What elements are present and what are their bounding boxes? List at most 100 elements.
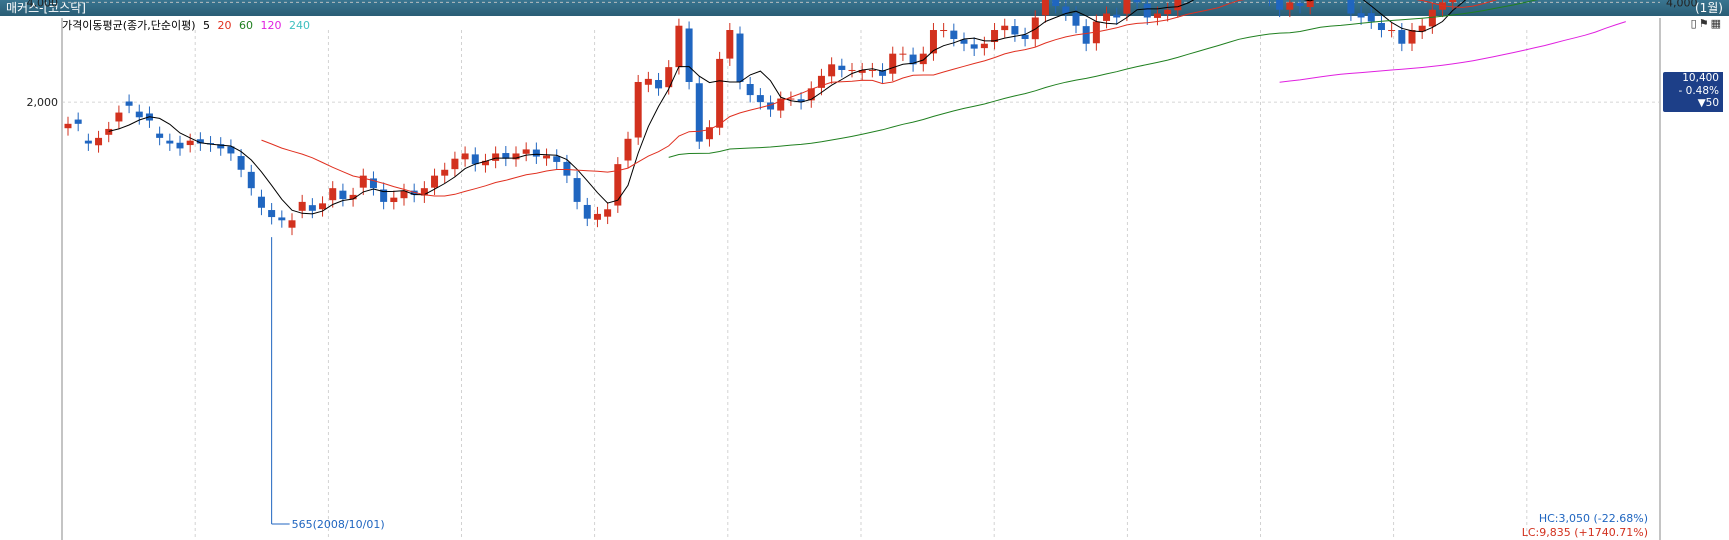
candle-body	[573, 178, 581, 202]
candle-body	[329, 188, 337, 201]
candle-body	[349, 194, 357, 200]
candle-body	[1398, 30, 1406, 44]
candle-body	[400, 190, 408, 199]
candle-body	[1001, 25, 1009, 31]
ma60-line	[668, 0, 1539, 158]
candle-body	[288, 220, 296, 228]
candle-body	[909, 54, 917, 65]
candle-body	[980, 43, 988, 49]
ma5-line	[108, 0, 1467, 215]
candle-body	[451, 158, 459, 170]
period-label: (1월)	[1694, 1, 1723, 15]
candle-body	[115, 112, 123, 122]
candle-body	[1123, 0, 1131, 14]
candle-body	[655, 79, 663, 89]
candle-body	[1143, 3, 1151, 18]
legend-ma120: 120	[260, 19, 282, 32]
indicator-legend[interactable]: 가격이동평균(종가,단순이평) 5 20 60 120 240	[62, 17, 314, 33]
candle-body	[1082, 26, 1090, 44]
candle-body	[716, 58, 724, 128]
candle-body	[1113, 14, 1121, 18]
candle-body	[84, 140, 92, 144]
candle-body	[919, 53, 927, 65]
candle-body	[665, 67, 673, 88]
candle-body	[879, 70, 887, 76]
candle-body	[624, 138, 632, 161]
y-tick-label-right: 4,000	[1666, 0, 1698, 9]
candle-body	[1164, 9, 1172, 15]
candle-body	[319, 203, 327, 210]
candle-body	[1021, 34, 1029, 40]
candle-body	[1011, 26, 1019, 35]
candle-body	[828, 64, 836, 77]
candle-body	[634, 81, 642, 138]
candle-body	[1286, 2, 1294, 10]
legend-ma20: 20	[217, 19, 232, 32]
candle-body	[95, 137, 103, 146]
window-title: 매커스-[코스닥]	[6, 1, 86, 15]
candle-body	[217, 144, 225, 149]
candle-body	[1377, 22, 1385, 31]
candle-body	[1347, 0, 1355, 14]
candle-body	[1388, 30, 1396, 32]
candle-body	[787, 98, 795, 100]
candle-body	[268, 210, 276, 218]
lc-annotation: LC:9,835 (+1740.71%)	[1522, 526, 1648, 539]
candle-body	[1031, 17, 1039, 40]
grid-icon[interactable]: ▦	[1710, 17, 1723, 30]
candle-body	[125, 101, 133, 106]
toolbar-icons[interactable]: ▯⚑▦	[1691, 17, 1723, 30]
candle-body	[1133, 0, 1141, 3]
candle-body	[553, 156, 561, 162]
current-price-box: 10,400 - 0.48% ▼50	[1663, 72, 1723, 112]
y-tick-label-left: 2,000	[27, 96, 59, 109]
candle-body	[726, 30, 734, 59]
legend-ma60: 60	[239, 19, 254, 32]
candle-body	[420, 188, 428, 196]
legend-ma5: 5	[203, 19, 211, 32]
candle-body	[359, 175, 367, 188]
candle-body	[950, 30, 958, 40]
candle-body	[848, 69, 856, 71]
candle-body	[481, 160, 489, 166]
legend-title: 가격이동평균(종가,단순이평)	[62, 19, 196, 32]
candle-body	[522, 149, 530, 154]
candle-body	[298, 201, 306, 211]
candle-body	[644, 78, 652, 85]
candle-body	[1276, 0, 1284, 10]
candle-body	[1174, 0, 1182, 11]
candle-body	[899, 53, 907, 55]
candle-body	[1072, 13, 1080, 26]
legend-ma240: 240	[289, 19, 311, 32]
candle-body	[369, 178, 377, 189]
candle-body	[1428, 9, 1436, 27]
ma20-line	[261, 0, 1498, 197]
candle-body	[247, 171, 255, 189]
candle-body	[1296, 3, 1304, 6]
hc-annotation: HC:3,050 (-22.68%)	[1539, 512, 1648, 525]
candle-body	[1408, 30, 1416, 44]
candle-body	[817, 75, 825, 88]
candle-body	[176, 142, 184, 149]
candle-body	[1306, 0, 1314, 7]
candle-body	[960, 39, 968, 44]
candle-body	[237, 156, 245, 170]
candle-body	[838, 65, 846, 70]
candle-body	[1041, 0, 1049, 16]
candle-body	[471, 154, 479, 165]
flag-icon[interactable]: ⚑	[1698, 17, 1711, 30]
price-change-pct: - 0.48%	[1678, 84, 1719, 97]
candle-body	[604, 209, 612, 217]
candle-body	[1418, 25, 1426, 32]
candle-body	[614, 164, 622, 206]
candle-body	[308, 205, 316, 211]
chart-icon[interactable]: ▯	[1690, 17, 1699, 30]
price-change-diff: ▼50	[1697, 97, 1719, 109]
ma120-line	[1279, 21, 1626, 83]
candle-body	[807, 88, 815, 101]
candle-body	[1153, 13, 1161, 18]
candle-body	[970, 44, 978, 49]
current-price: 10,400	[1682, 72, 1719, 84]
candle-body	[380, 189, 388, 202]
